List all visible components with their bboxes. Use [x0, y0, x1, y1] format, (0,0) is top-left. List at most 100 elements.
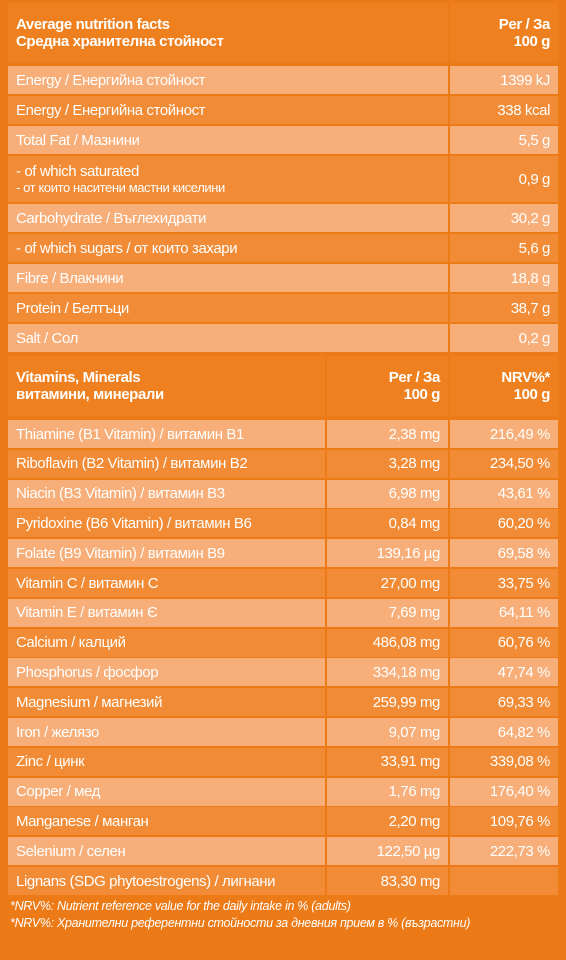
row-value: 3,28 mg — [327, 449, 448, 478]
header-cell: Per / За 100 g — [327, 356, 448, 416]
row-label: Niacin (B3 Vitamin) / витамин B3 — [8, 479, 325, 508]
row-nrv: 64,11 % — [450, 598, 558, 627]
text: Manganese / манган — [16, 812, 149, 830]
text: Vitamins, Minerals — [16, 369, 141, 386]
text: 0,9 g — [518, 170, 551, 188]
row-nrv: 69,33 % — [450, 688, 558, 717]
row-nrv: 47,74 % — [450, 658, 558, 687]
text: Protein / Белтъци — [16, 299, 129, 317]
footer: *NRV%: Nutrient reference value for the … — [10, 898, 470, 932]
row-label: Salt / Сол — [8, 324, 448, 352]
text: 47,74 % — [497, 663, 551, 681]
row-nrv: 33,75 % — [450, 569, 558, 597]
text: Calcium / калций — [16, 634, 126, 652]
row-nrv: 60,76 % — [450, 628, 558, 657]
text: 18,8 g — [510, 269, 551, 287]
row-value: 5,5 g — [450, 126, 558, 154]
row-value: 2,20 mg — [327, 807, 448, 836]
row-label: - of which saturated - от които наситени … — [8, 156, 448, 202]
header-cell: Average nutrition facts Средна хранителна… — [8, 3, 448, 63]
text: 100 g — [513, 33, 551, 50]
row-label: Energy / Енергийна стойност — [8, 96, 448, 124]
row-label: Calcium / калций — [8, 628, 325, 657]
text: Folate (B9 Vitamin) / витамин B9 — [16, 544, 225, 562]
row-value: 33,91 mg — [327, 747, 448, 776]
text: 38,7 g — [510, 299, 551, 317]
row-nrv: 339,08 % — [450, 747, 558, 776]
header-cell: Vitamins, Minerals витамини, минерали — [8, 356, 325, 416]
row-nrv: 109,76 % — [450, 807, 558, 836]
text: 9,07 mg — [388, 723, 441, 741]
note: *NRV%: Хранителни референтни стойности з… — [10, 916, 471, 930]
text: 0,84 mg — [388, 514, 441, 532]
row-label: Carbohydrate / Въглехидрати — [8, 204, 448, 232]
row-label: Fibre / Влакнини — [8, 264, 448, 292]
header-cell: Per / За 100 g — [450, 3, 558, 63]
text: 33,91 mg — [380, 753, 441, 771]
note: *NRV%: Nutrient reference value for the … — [10, 899, 351, 913]
text: 259,99 mg — [372, 693, 441, 711]
row-nrv — [450, 867, 558, 895]
text: Selenium / селен — [16, 842, 126, 860]
text: - of which saturated — [16, 163, 139, 180]
text: - of which sugars / от които захари — [16, 239, 238, 257]
text: 5,5 g — [518, 131, 551, 149]
text: Total Fat / Мазнини — [16, 131, 140, 149]
row-value: 27,00 mg — [327, 569, 448, 597]
row-value: 0,9 g — [450, 156, 558, 202]
text: 100 g — [403, 386, 441, 403]
row-value: 6,98 mg — [327, 479, 448, 508]
row-label: Vitamin C / витамин C — [8, 569, 325, 597]
row-label: Phosphorus / фосфор — [8, 658, 325, 687]
row-value: 2,38 mg — [327, 420, 448, 448]
text: Riboflavin (B2 Vitamin) / витамин B2 — [16, 455, 248, 473]
row-value: 0,84 mg — [327, 509, 448, 538]
text: 100 g — [513, 386, 551, 403]
row-value: 18,8 g — [450, 264, 558, 292]
text: 0,2 g — [518, 329, 551, 347]
text: - от които наситени мастни киселини — [16, 180, 225, 195]
text: 60,76 % — [497, 634, 551, 652]
text: витамини, минерали — [16, 386, 164, 403]
row-label: Energy / Енергийна стойност — [8, 66, 448, 94]
text: Energy / Енергийна стойност — [16, 101, 206, 119]
row-value: 334,18 mg — [327, 658, 448, 687]
text: 339,08 % — [489, 753, 551, 771]
text: Vitamin C / витамин C — [16, 574, 159, 592]
row-label: Zinc / цинк — [8, 747, 325, 776]
text: 6,98 mg — [388, 485, 441, 503]
text: Carbohydrate / Въглехидрати — [16, 209, 207, 227]
row-label: Protein / Белтъци — [8, 294, 448, 322]
text: 60,20 % — [497, 514, 551, 532]
row-label: Vitamin E / витамин Є — [8, 598, 325, 627]
row-label: Manganese / манган — [8, 807, 325, 836]
row-nrv: 216,49 % — [450, 420, 558, 448]
text: 83,30 mg — [380, 872, 441, 890]
text: 109,76 % — [489, 812, 551, 830]
text: NRV%* — [501, 369, 550, 386]
row-value: 338 kcal — [450, 96, 558, 124]
row-value: 83,30 mg — [327, 867, 448, 895]
text: 5,6 g — [518, 239, 551, 257]
row-nrv: 69,58 % — [450, 539, 558, 568]
text: 7,69 mg — [388, 604, 441, 622]
text: 27,00 mg — [380, 574, 441, 592]
row-nrv: 222,73 % — [450, 837, 558, 866]
text: 338 kcal — [497, 101, 550, 119]
text: 139,16 µg — [376, 544, 441, 562]
text: Fibre / Влакнини — [16, 269, 124, 287]
text: 64,11 % — [498, 604, 551, 622]
header-cell: NRV%* 100 g — [450, 356, 558, 416]
row-value: 1399 kJ — [450, 66, 558, 94]
row-label: Thiamine (B1 Vitamin) / витамин B1 — [8, 420, 325, 448]
row-label: Lignans (SDG phytoestrogens) / лигнани — [8, 867, 325, 895]
row-label: Folate (B9 Vitamin) / витамин B9 — [8, 539, 325, 568]
row-nrv: 43,61 % — [450, 479, 558, 508]
text: 69,58 % — [497, 544, 551, 562]
text: Magnesium / магнезий — [16, 693, 163, 711]
text: 64,82 % — [497, 723, 551, 741]
row-value: 0,2 g — [450, 324, 558, 352]
row-label: Riboflavin (B2 Vitamin) / витамин B2 — [8, 449, 325, 478]
text: Iron / желязо — [16, 723, 99, 741]
